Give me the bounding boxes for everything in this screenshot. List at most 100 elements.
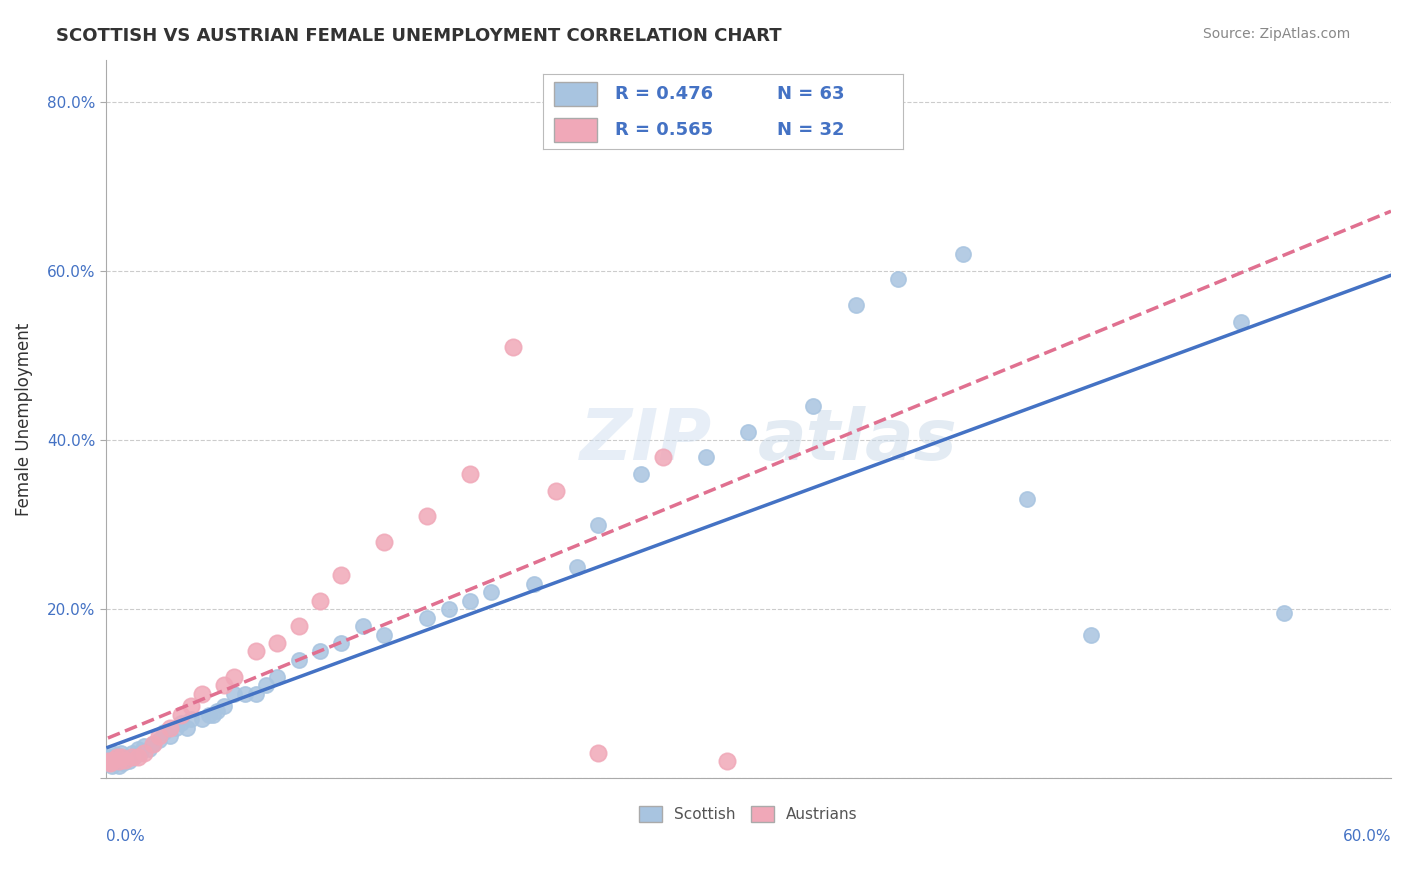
Point	[97, 755, 120, 769]
Point	[142, 738, 165, 752]
Point	[502, 340, 524, 354]
Text: atlas: atlas	[758, 406, 957, 475]
Point	[651, 450, 673, 464]
Text: 0.0%: 0.0%	[105, 829, 145, 844]
Text: 60.0%: 60.0%	[1343, 829, 1391, 844]
Point	[110, 746, 132, 760]
Text: SCOTTISH VS AUSTRIAN FEMALE UNEMPLOYMENT CORRELATION CHART: SCOTTISH VS AUSTRIAN FEMALE UNEMPLOYMENT…	[56, 27, 782, 45]
Point	[110, 750, 132, 764]
Point	[134, 746, 156, 760]
Point	[330, 568, 353, 582]
Point	[212, 699, 235, 714]
Point	[630, 467, 652, 481]
Point	[373, 534, 395, 549]
Point	[103, 755, 125, 769]
Point	[373, 627, 395, 641]
Point	[107, 755, 129, 769]
Point	[256, 678, 278, 692]
Text: Source: ZipAtlas.com: Source: ZipAtlas.com	[1202, 27, 1350, 41]
Point	[118, 755, 141, 769]
Point	[148, 733, 170, 747]
Point	[952, 247, 974, 261]
Point	[1015, 492, 1038, 507]
Point	[523, 576, 546, 591]
Point	[121, 750, 143, 764]
Point	[479, 585, 502, 599]
Point	[544, 483, 567, 498]
Point	[98, 756, 121, 770]
Point	[801, 399, 824, 413]
Point	[159, 729, 181, 743]
Point	[266, 670, 288, 684]
Point	[287, 619, 309, 633]
Point	[101, 746, 124, 760]
Point	[107, 758, 129, 772]
Point	[352, 619, 374, 633]
Legend: Scottish, Austrians: Scottish, Austrians	[633, 800, 863, 828]
Point	[695, 450, 717, 464]
Point	[437, 602, 460, 616]
Point	[142, 738, 165, 752]
Point	[588, 746, 610, 760]
Point	[458, 467, 481, 481]
Point	[105, 753, 128, 767]
Point	[233, 687, 256, 701]
Point	[129, 746, 152, 760]
Point	[148, 729, 170, 743]
Point	[191, 712, 214, 726]
Point	[1230, 315, 1253, 329]
Point	[110, 750, 132, 764]
Point	[170, 716, 193, 731]
Point	[844, 298, 866, 312]
Point	[287, 653, 309, 667]
Point	[98, 750, 121, 764]
Point	[152, 724, 174, 739]
Point	[103, 750, 125, 764]
Point	[416, 509, 439, 524]
Point	[309, 644, 332, 658]
Point	[716, 755, 738, 769]
Point	[170, 707, 193, 722]
Point	[458, 593, 481, 607]
Point	[180, 699, 202, 714]
Point	[180, 712, 202, 726]
Point	[224, 687, 246, 701]
Text: ZIP: ZIP	[579, 406, 711, 475]
Point	[1080, 627, 1102, 641]
Point	[330, 636, 353, 650]
Point	[101, 755, 124, 769]
Point	[245, 687, 267, 701]
Point	[166, 721, 188, 735]
Point	[887, 272, 910, 286]
Point	[416, 610, 439, 624]
Point	[97, 755, 120, 769]
Point	[159, 721, 181, 735]
Point	[121, 746, 143, 760]
Point	[115, 750, 138, 764]
Point	[114, 753, 136, 767]
Point	[111, 756, 134, 770]
Point	[122, 750, 145, 764]
Point	[105, 747, 128, 762]
Point	[266, 636, 288, 650]
Point	[191, 687, 214, 701]
Point	[127, 741, 149, 756]
Point	[1272, 607, 1295, 621]
Point	[176, 721, 198, 735]
Point	[103, 753, 125, 767]
Point	[105, 750, 128, 764]
Y-axis label: Female Unemployment: Female Unemployment	[15, 322, 32, 516]
Point	[309, 593, 332, 607]
Point	[101, 758, 124, 772]
Point	[127, 750, 149, 764]
Point	[588, 517, 610, 532]
Point	[245, 644, 267, 658]
Point	[114, 753, 136, 767]
Point	[205, 704, 228, 718]
Point	[98, 756, 121, 770]
Point	[138, 741, 160, 756]
Point	[224, 670, 246, 684]
Point	[737, 425, 759, 439]
Point	[197, 707, 219, 722]
Point	[201, 707, 224, 722]
